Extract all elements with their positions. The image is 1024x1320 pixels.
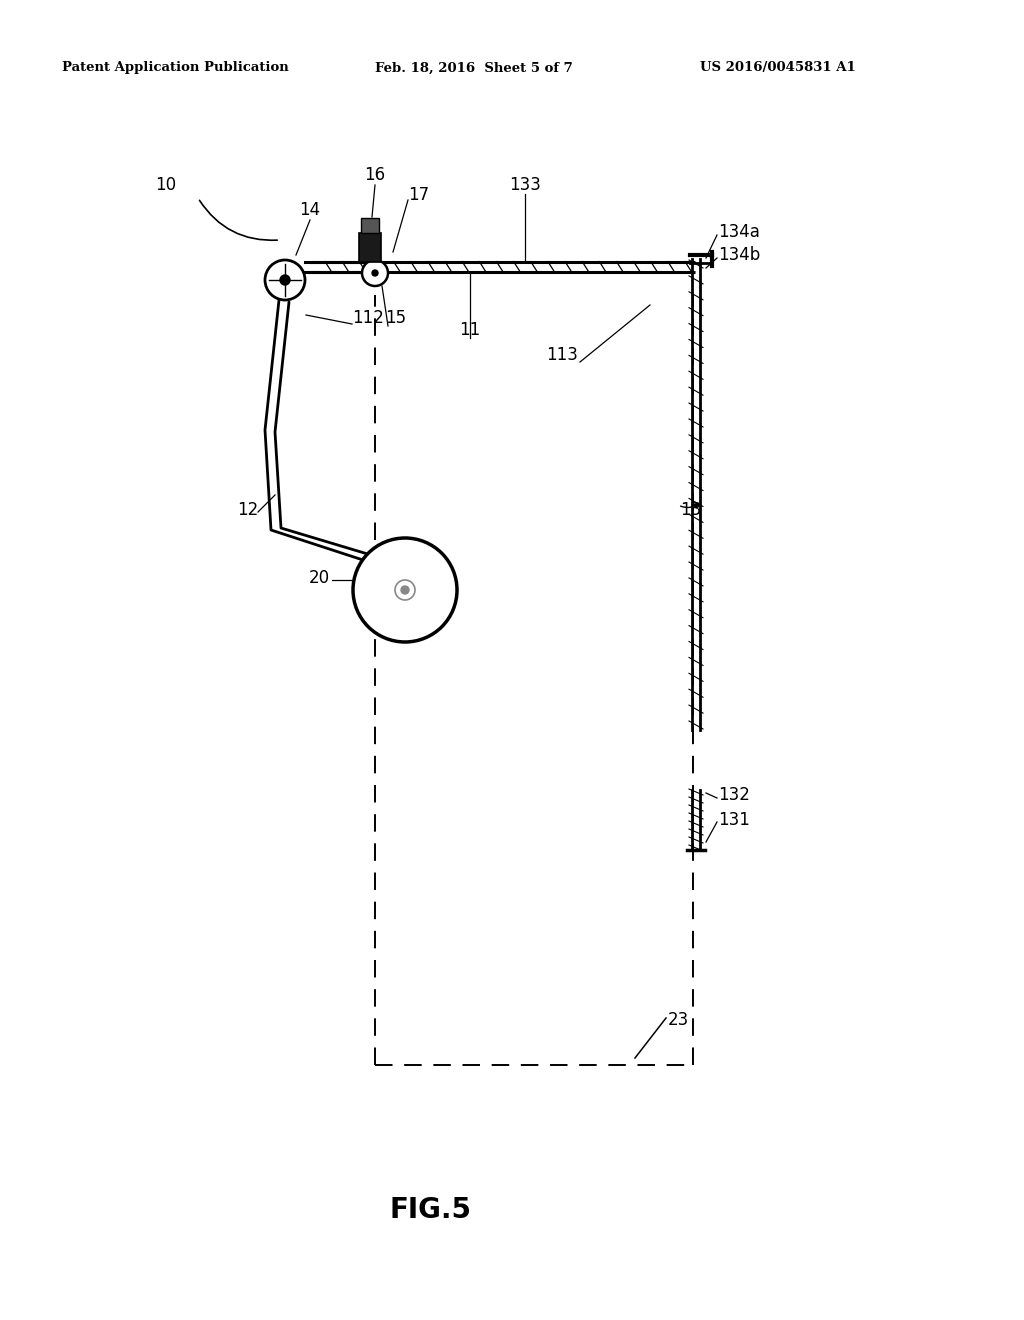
Circle shape (280, 275, 290, 285)
Text: US 2016/0045831 A1: US 2016/0045831 A1 (700, 62, 856, 74)
Text: 14: 14 (299, 201, 321, 219)
Text: 134b: 134b (718, 246, 760, 264)
Text: 113: 113 (546, 346, 578, 364)
Text: 20: 20 (309, 569, 330, 587)
Text: 17: 17 (408, 186, 429, 205)
Text: 23: 23 (668, 1011, 689, 1030)
Text: 133: 133 (509, 176, 541, 194)
Circle shape (401, 586, 409, 594)
Circle shape (362, 260, 388, 286)
Text: 12: 12 (238, 502, 259, 519)
Text: 10: 10 (155, 176, 176, 194)
Circle shape (265, 260, 305, 300)
Text: 13: 13 (680, 502, 701, 519)
Text: 132: 132 (718, 785, 750, 804)
Text: 112: 112 (352, 309, 384, 327)
Text: 15: 15 (385, 309, 407, 327)
Circle shape (372, 271, 378, 276)
Text: 131: 131 (718, 810, 750, 829)
Text: 134a: 134a (718, 223, 760, 242)
Text: Patent Application Publication: Patent Application Publication (62, 62, 289, 74)
Text: FIG.5: FIG.5 (389, 1196, 471, 1224)
Text: Feb. 18, 2016  Sheet 5 of 7: Feb. 18, 2016 Sheet 5 of 7 (375, 62, 572, 74)
Text: 11: 11 (460, 321, 480, 339)
Bar (361, 218, 379, 234)
Circle shape (353, 539, 457, 642)
Bar (359, 234, 381, 261)
Text: 16: 16 (365, 166, 386, 183)
